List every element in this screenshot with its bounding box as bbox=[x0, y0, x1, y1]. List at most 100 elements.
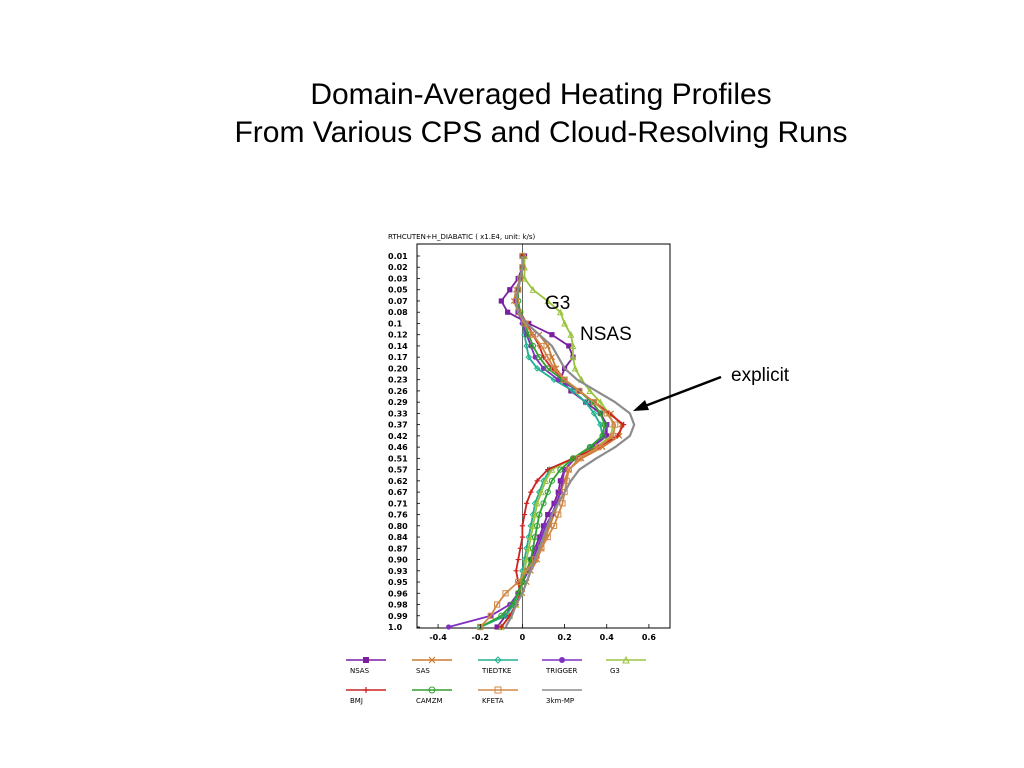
annotation-g3: G3 bbox=[545, 293, 571, 314]
data-point bbox=[531, 533, 539, 541]
data-point bbox=[571, 364, 579, 372]
data-point bbox=[494, 656, 502, 664]
data-point bbox=[519, 578, 526, 586]
data-point bbox=[569, 353, 577, 361]
data-point bbox=[622, 655, 630, 664]
y-tick-label: 0.51 bbox=[388, 454, 408, 463]
legend-item: NSAS bbox=[346, 657, 386, 675]
y-tick-label: 0.67 bbox=[388, 488, 408, 497]
series-line bbox=[479, 256, 604, 628]
slide-title: Domain-Averaged Heating Profiles From Va… bbox=[0, 76, 1024, 152]
data-point bbox=[363, 687, 369, 693]
y-tick-label: 0.80 bbox=[388, 522, 408, 531]
data-point bbox=[513, 568, 519, 574]
data-point bbox=[612, 421, 619, 428]
y-tick-label: 0.87 bbox=[388, 544, 408, 553]
data-point bbox=[536, 511, 543, 518]
data-point bbox=[521, 511, 528, 518]
data-point bbox=[550, 522, 558, 529]
legend-label: TRIGGER bbox=[545, 667, 577, 675]
data-point bbox=[595, 444, 602, 451]
data-point bbox=[540, 365, 547, 372]
annotation-nsas: NSAS bbox=[580, 324, 632, 345]
slide-title-line1: Domain-Averaged Heating Profiles bbox=[310, 78, 772, 111]
data-point bbox=[569, 342, 577, 350]
data-point bbox=[550, 365, 558, 372]
y-tick-label: 0.76 bbox=[388, 511, 408, 520]
series-3km-mp bbox=[504, 256, 636, 628]
data-point bbox=[603, 410, 610, 417]
y-tick-label: 0.33 bbox=[388, 409, 408, 418]
data-point bbox=[599, 432, 606, 439]
data-point bbox=[567, 330, 575, 338]
data-point bbox=[505, 309, 511, 315]
data-point bbox=[428, 656, 436, 664]
data-point bbox=[586, 444, 593, 451]
data-point bbox=[559, 500, 566, 507]
data-point bbox=[548, 477, 556, 484]
data-point bbox=[591, 399, 598, 406]
y-tick-label: 0.46 bbox=[388, 443, 408, 452]
data-point bbox=[525, 331, 532, 338]
data-point bbox=[363, 657, 369, 663]
data-point bbox=[601, 421, 608, 428]
series-line bbox=[500, 256, 614, 628]
data-point bbox=[544, 488, 551, 496]
data-point bbox=[523, 342, 530, 350]
data-point bbox=[540, 500, 547, 507]
slide-title-line2: From Various CPS and Cloud-Resolving Run… bbox=[234, 116, 848, 149]
data-point bbox=[529, 331, 537, 338]
data-point bbox=[559, 657, 565, 663]
y-tick-label: 0.14 bbox=[388, 342, 408, 351]
data-point bbox=[544, 354, 551, 361]
data-point bbox=[498, 298, 504, 304]
data-point bbox=[536, 354, 543, 361]
data-point bbox=[557, 466, 564, 473]
data-point bbox=[569, 455, 577, 462]
data-point bbox=[487, 612, 494, 619]
data-point bbox=[569, 387, 577, 395]
legend-item: 3km-MP bbox=[542, 689, 582, 705]
x-tick-label: 0 bbox=[520, 633, 526, 642]
data-point bbox=[597, 398, 604, 406]
legend-item: BMJ bbox=[346, 687, 386, 705]
data-point bbox=[517, 545, 523, 551]
data-point bbox=[515, 556, 521, 563]
y-tick-label: 0.23 bbox=[388, 376, 408, 385]
y-tick-label: 0.62 bbox=[388, 477, 408, 486]
data-point bbox=[549, 332, 555, 338]
legend-item: SAS bbox=[412, 656, 452, 675]
data-point bbox=[561, 488, 568, 496]
y-tick-label: 0.37 bbox=[388, 421, 408, 430]
data-point bbox=[542, 477, 550, 484]
data-point bbox=[529, 342, 537, 350]
series-tiedtke bbox=[476, 252, 606, 631]
legend-label: SAS bbox=[416, 667, 430, 675]
y-tick-label: 0.01 bbox=[388, 252, 408, 261]
y-tick-label: 0.26 bbox=[388, 387, 408, 396]
explicit-arrow-shaft bbox=[644, 375, 722, 408]
legend-label: NSAS bbox=[350, 667, 370, 675]
y-tick-label: 1.0 bbox=[388, 623, 403, 632]
data-point bbox=[523, 567, 530, 574]
data-point bbox=[566, 343, 572, 349]
legend-label: G3 bbox=[610, 667, 620, 675]
data-point bbox=[528, 489, 534, 495]
data-point bbox=[545, 467, 551, 473]
data-point bbox=[502, 590, 509, 597]
data-point bbox=[519, 534, 526, 540]
data-point bbox=[563, 477, 570, 484]
data-point bbox=[524, 500, 530, 506]
legend-item: TIEDTKE bbox=[478, 656, 518, 675]
y-tick-label: 0.84 bbox=[388, 533, 408, 542]
y-tick-label: 0.57 bbox=[388, 466, 408, 475]
data-point bbox=[494, 624, 500, 630]
y-tick-label: 0.05 bbox=[388, 286, 408, 295]
legend-item: TRIGGER bbox=[542, 657, 582, 675]
data-point bbox=[533, 499, 541, 507]
y-tick-label: 0.93 bbox=[388, 567, 408, 576]
data-point bbox=[561, 319, 568, 327]
x-tick-label: 0.4 bbox=[600, 633, 615, 642]
y-tick-label: 0.90 bbox=[388, 556, 408, 565]
